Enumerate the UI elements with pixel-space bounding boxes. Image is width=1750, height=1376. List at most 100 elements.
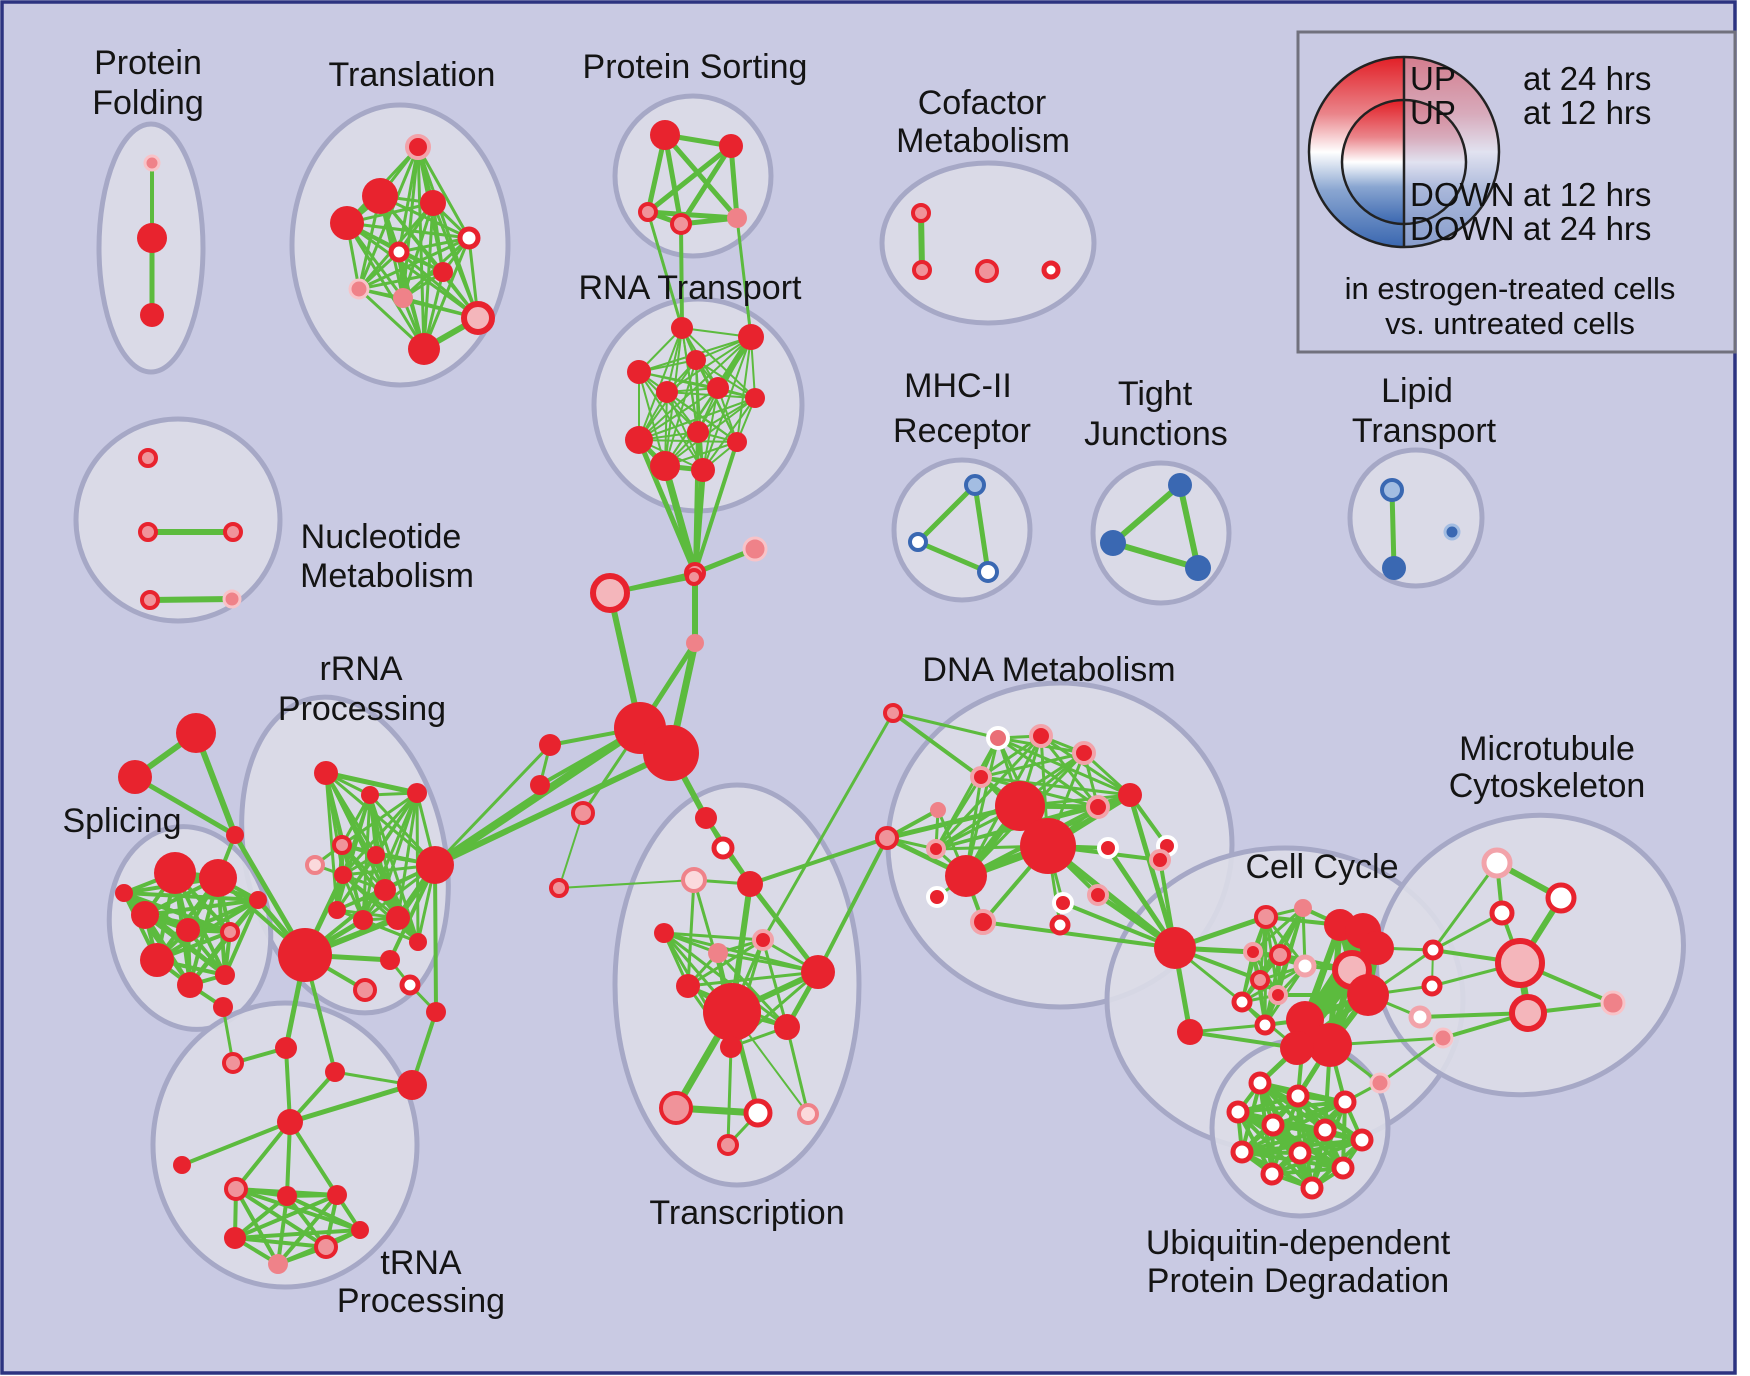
node-pf3 [140, 303, 164, 327]
label-protein-sorting-line0: Protein Sorting [583, 48, 808, 86]
edge [1240, 1128, 1327, 1154]
node-nm4 [140, 590, 160, 610]
edge [155, 898, 260, 962]
edge [122, 891, 260, 902]
cluster-mhc-ii-receptor [891, 457, 1033, 603]
label-translation-line0: Translation [329, 56, 496, 94]
edge [1177, 482, 1201, 571]
node-sp7 [177, 972, 203, 998]
edge [915, 482, 978, 545]
edge [374, 853, 420, 944]
node-rr3 [407, 783, 427, 803]
node-tr5 [457, 226, 481, 250]
edge [716, 951, 789, 1029]
node-g4 [530, 775, 550, 795]
edge [233, 1193, 339, 1240]
label-mhc-ii-receptor-line0: MHC-II [904, 367, 1012, 405]
node-mtB [1495, 938, 1545, 988]
node-cc7 [1268, 985, 1288, 1005]
node-tj2 [1100, 530, 1126, 556]
node-rt5 [656, 381, 678, 403]
node-dmA [995, 781, 1045, 831]
edge [1263, 906, 1305, 1027]
node-dm16 [926, 886, 948, 908]
node-rr14 [353, 978, 377, 1002]
label-ubiquitin-degradation-line1: Protein Degradation [1147, 1262, 1449, 1300]
node-tr2 [362, 178, 398, 214]
node-sp5 [220, 922, 240, 942]
node-dm8 [926, 839, 946, 859]
node-dm2 [1029, 724, 1053, 748]
node-rt4 [627, 360, 651, 384]
edge [287, 1082, 415, 1125]
node-rrT1 [176, 713, 216, 753]
node-ub9 [1288, 1141, 1312, 1165]
label-tight-junctions-line1: Junctions [1084, 415, 1228, 453]
node-sp9 [249, 891, 267, 909]
label-nucleotide-metabolism-line0: Nucleotide [301, 518, 462, 556]
node-rr11 [328, 901, 346, 919]
edge [692, 575, 697, 645]
node-cc5 [1293, 954, 1317, 978]
node-rr10 [353, 910, 373, 930]
edge [1110, 482, 1183, 546]
node-tr11 [408, 333, 440, 365]
edge [645, 209, 740, 221]
label-rna-transport-line0: RNA Transport [579, 269, 803, 307]
node-nm5 [222, 589, 242, 609]
node-cw4 [1432, 1027, 1454, 1049]
node-ccE [1347, 974, 1389, 1016]
node-rrB [226, 826, 244, 844]
node-rr2 [361, 786, 379, 804]
node-tn1 [213, 997, 233, 1017]
node-dm1 [986, 726, 1010, 750]
node-tcB [703, 983, 761, 1041]
node-ub8 [1230, 1140, 1254, 1164]
edge [816, 836, 889, 974]
edge [662, 931, 765, 942]
node-rt12 [691, 458, 715, 482]
node-h2 [643, 725, 699, 781]
node-cw2 [1421, 975, 1443, 997]
node-rt1 [671, 317, 693, 339]
node-dmC [945, 855, 987, 897]
edge [345, 221, 426, 351]
edge [638, 439, 738, 443]
node-rr15 [426, 1002, 446, 1022]
node-tn2 [222, 1052, 244, 1074]
node-dm4 [970, 766, 992, 788]
node-t1 [695, 807, 717, 829]
label-transcription-line0: Transcription [649, 1194, 844, 1232]
node-tn6 [224, 1177, 248, 1201]
node-tj1 [1168, 473, 1192, 497]
node-tr4 [420, 190, 446, 216]
node-nm3 [223, 522, 243, 542]
edge [645, 143, 734, 215]
node-ps1 [650, 120, 680, 150]
node-dm17 [970, 909, 996, 935]
edge [638, 397, 756, 441]
node-mt2 [1545, 882, 1577, 914]
node-mt5 [1600, 990, 1626, 1016]
node-dm18 [1049, 914, 1071, 936]
label-dna-metabolism-line0: DNA Metabolism [922, 651, 1175, 689]
edge [981, 920, 1177, 950]
node-tj3 [1185, 555, 1211, 581]
legend-caption-line1: in estrogen-treated cells [1345, 271, 1676, 306]
edge [431, 201, 480, 320]
node-lt2 [1382, 556, 1406, 580]
label-microtubule-cytoskeleton-line0: Microtubule [1459, 730, 1635, 768]
node-tnC [277, 1109, 303, 1135]
node-mh3 [977, 561, 999, 583]
node-tr3 [330, 206, 364, 240]
edge [233, 1194, 289, 1240]
edge [702, 397, 756, 471]
node-ccG [1308, 1023, 1352, 1067]
edge [726, 1045, 733, 1147]
legend-down-24-label: DOWN [1410, 210, 1514, 247]
edge [748, 836, 889, 886]
node-dm7 [1118, 783, 1142, 807]
node-tn4 [325, 1062, 345, 1082]
node-nm2 [138, 522, 158, 542]
label-tight-junctions-line0: Tight [1118, 375, 1193, 413]
